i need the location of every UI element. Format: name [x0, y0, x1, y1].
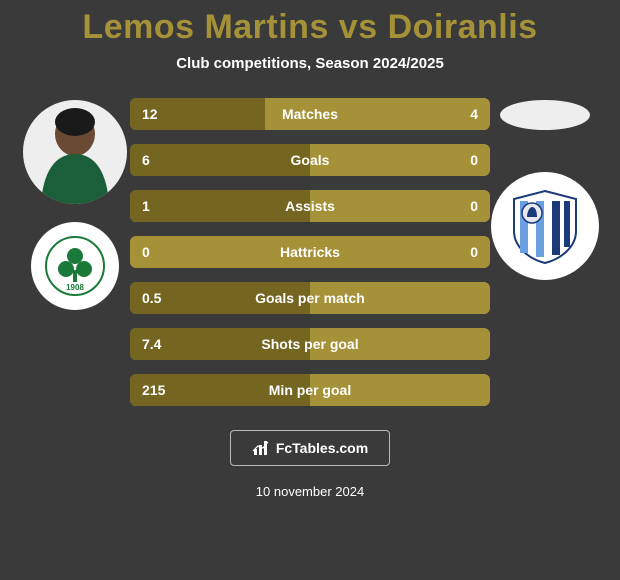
date-text: 10 november 2024: [256, 484, 364, 499]
stat-row: 12Matches4: [130, 98, 490, 130]
person-icon: [35, 104, 115, 204]
stat-row: 215Min per goal: [130, 374, 490, 406]
stat-row: 1Assists0: [130, 190, 490, 222]
stat-row: 0Hattricks0: [130, 236, 490, 268]
page-title: Lemos Martins vs Doiranlis: [82, 8, 537, 47]
left-player-column: 1908: [20, 98, 130, 310]
stat-label: Hattricks: [130, 244, 490, 260]
stat-label: Goals per match: [130, 290, 490, 306]
stat-row: 6Goals0: [130, 144, 490, 176]
stat-label: Goals: [130, 152, 490, 168]
stat-value-right: 0: [470, 152, 478, 168]
left-club-badge: 1908: [31, 222, 119, 310]
stat-label: Assists: [130, 198, 490, 214]
right-player-column: [490, 98, 600, 280]
brand-text: FcTables.com: [276, 440, 368, 456]
chart-icon: [252, 439, 270, 457]
stat-label: Matches: [130, 106, 490, 122]
stats-area: 1908 12Matches46Goals01Assists00Hattrick…: [0, 98, 620, 406]
stat-label: Min per goal: [130, 382, 490, 398]
stat-row: 0.5Goals per match: [130, 282, 490, 314]
stat-label: Shots per goal: [130, 336, 490, 352]
left-player-photo: [23, 100, 127, 204]
stat-value-right: 4: [470, 106, 478, 122]
stat-value-right: 0: [470, 244, 478, 260]
stat-value-right: 0: [470, 198, 478, 214]
right-player-photo: [500, 100, 590, 130]
brand-badge[interactable]: FcTables.com: [230, 430, 390, 466]
stat-row: 7.4Shots per goal: [130, 328, 490, 360]
comparison-card: Lemos Martins vs Doiranlis Club competit…: [0, 0, 620, 580]
shield-stripes-icon: [506, 187, 584, 265]
svg-text:1908: 1908: [66, 283, 84, 292]
right-club-badge: [491, 172, 599, 280]
shamrock-icon: 1908: [45, 236, 105, 296]
stat-bars: 12Matches46Goals01Assists00Hattricks00.5…: [130, 98, 490, 406]
subtitle: Club competitions, Season 2024/2025: [176, 55, 444, 72]
